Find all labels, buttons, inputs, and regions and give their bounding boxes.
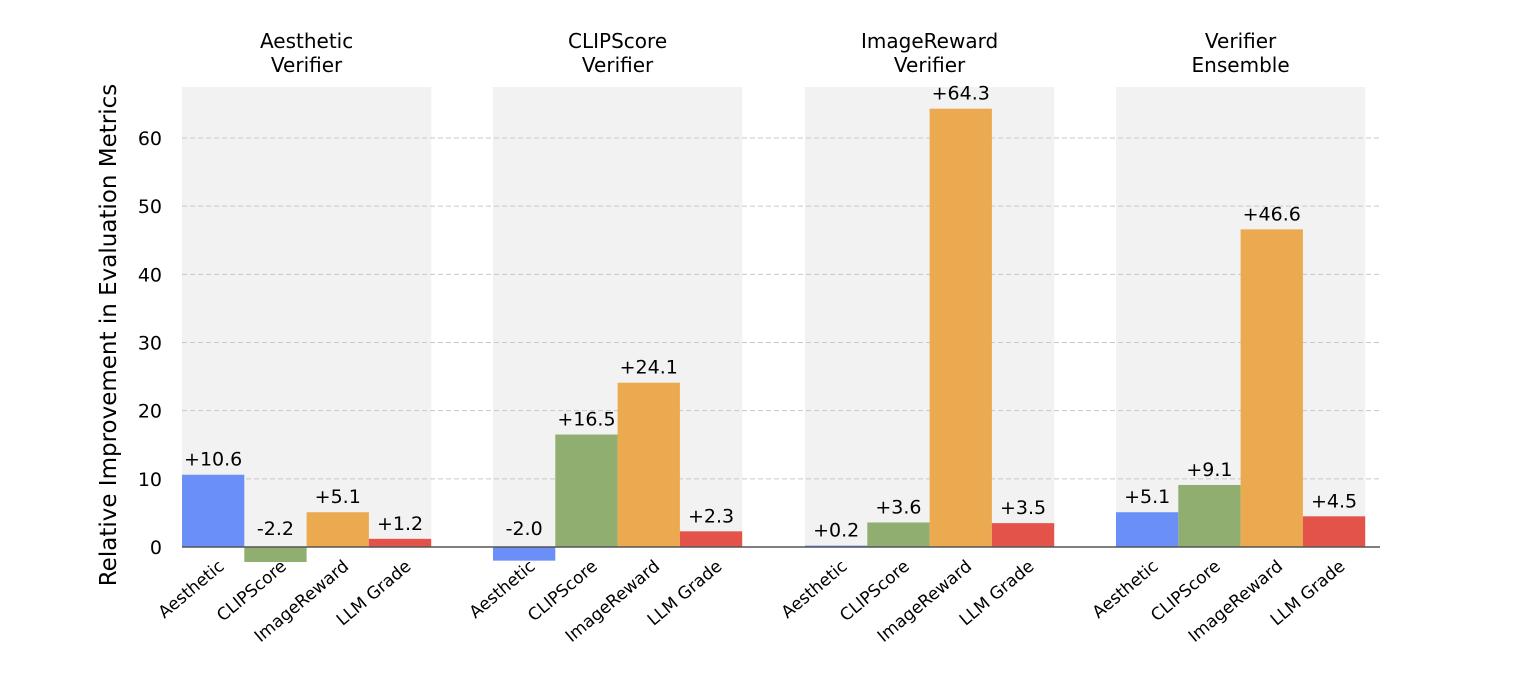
y-tick-label: 40 <box>138 264 162 286</box>
data-label: +0.2 <box>813 520 859 542</box>
panel-title: CLIPScore <box>568 29 667 53</box>
bar <box>1178 484 1241 547</box>
bar <box>368 538 432 547</box>
bar <box>617 382 680 547</box>
data-label: +64.3 <box>932 83 990 105</box>
y-tick-label: 20 <box>138 401 162 423</box>
data-label: -2.2 <box>257 518 294 540</box>
bar <box>244 547 307 562</box>
bar <box>306 512 369 547</box>
data-label: +3.5 <box>1000 497 1046 519</box>
y-tick-label: 30 <box>138 333 162 355</box>
y-tick-label: 10 <box>138 469 162 491</box>
bar <box>991 523 1055 547</box>
data-label: +46.6 <box>1243 203 1301 225</box>
panel-title: Verifier <box>582 53 654 77</box>
panel-title: Ensemble <box>1192 53 1290 77</box>
bar <box>182 474 245 547</box>
y-tick-label: 50 <box>138 196 162 218</box>
data-label: +1.2 <box>377 513 423 535</box>
data-label: +24.1 <box>620 357 678 379</box>
data-label: +16.5 <box>557 409 615 431</box>
panel-title: Aesthetic <box>260 29 353 53</box>
panel-title: Verifier <box>894 53 966 77</box>
bar <box>929 108 992 548</box>
bar <box>1240 229 1303 548</box>
y-axis-label: Relative Improvement in Evaluation Metri… <box>96 84 122 587</box>
data-label: +9.1 <box>1186 459 1232 481</box>
data-label: +5.1 <box>315 486 361 508</box>
bars <box>182 108 1366 562</box>
panel-background <box>182 87 432 547</box>
data-label: +5.1 <box>1124 486 1170 508</box>
y-tick-label: 60 <box>138 128 162 150</box>
bar <box>867 522 930 547</box>
data-label: +10.6 <box>184 449 242 471</box>
bar <box>679 531 743 547</box>
panel-title: Verifier <box>1205 29 1277 53</box>
bar <box>493 547 556 561</box>
data-label: +3.6 <box>875 496 921 518</box>
panel-title: ImageReward <box>861 29 998 53</box>
data-label: +2.3 <box>688 505 734 527</box>
data-label: +4.5 <box>1311 490 1357 512</box>
bar <box>1116 512 1179 547</box>
y-tick-label: 0 <box>150 537 162 559</box>
bar <box>555 434 618 547</box>
panel-backgrounds <box>182 87 1366 547</box>
panel-title: Verifier <box>271 53 343 77</box>
data-label: -2.0 <box>506 518 543 540</box>
bar <box>1302 516 1366 547</box>
